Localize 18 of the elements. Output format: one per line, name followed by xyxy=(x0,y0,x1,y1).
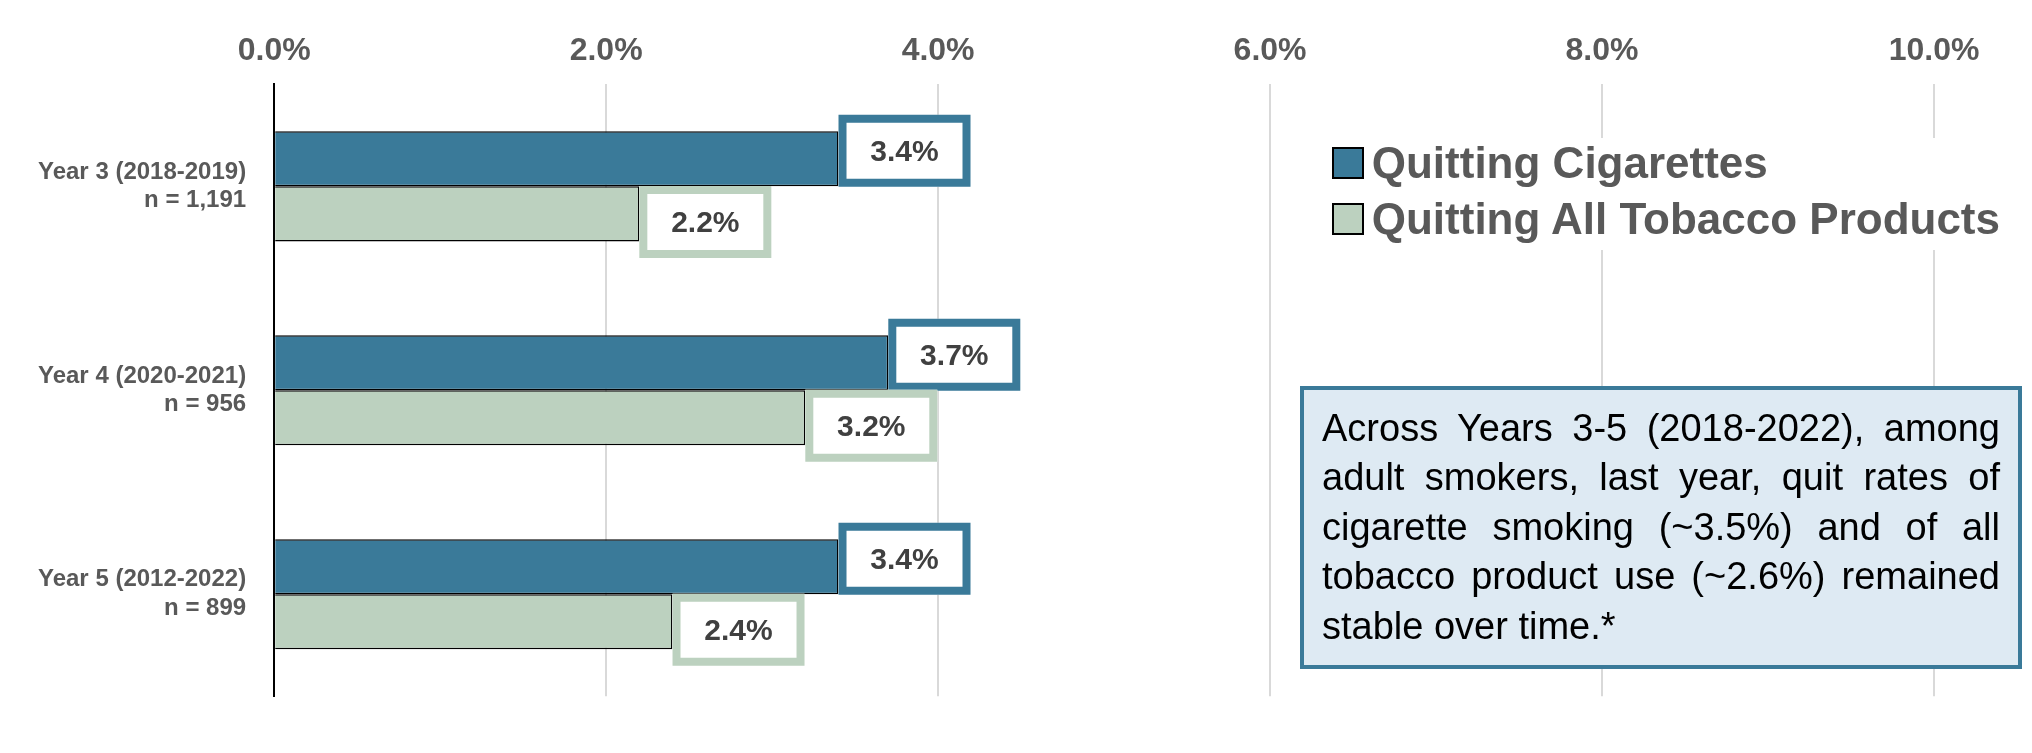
x-tick-label: 10.0% xyxy=(1888,31,1980,68)
data-label: 3.2% xyxy=(837,409,906,443)
legend-label: Quitting Cigarettes xyxy=(1371,138,1768,188)
x-tick-label: 2.0% xyxy=(569,31,643,68)
y-tick-label: Year 3 (2018-2019) n = 1,191 xyxy=(37,156,247,213)
x-tick-label: 8.0% xyxy=(1565,31,1639,68)
x-tick-label: 4.0% xyxy=(901,31,975,68)
data-label: 3.4% xyxy=(870,134,939,168)
y-tick-label: Year 4 (2020-2021) n = 956 xyxy=(37,360,247,417)
y-tick-label: Year 5 (2012-2022) n = 899 xyxy=(37,564,247,621)
data-label: 3.7% xyxy=(920,338,989,372)
data-label: 2.4% xyxy=(704,613,773,647)
x-tick-label: 6.0% xyxy=(1233,31,1307,68)
annotation: Across Years 3-5 (2018-2022), among adult smokers, last year, quit rates of cigarette smoking (~3.5%) and of all tobacco product use (~2.6%) remained stable over time.* xyxy=(1300,386,2022,669)
legend-label: Quitting All Tobacco Products xyxy=(1371,194,2000,244)
data-label: 2.2% xyxy=(671,205,740,239)
data-label: 3.4% xyxy=(870,541,939,575)
x-tick-label: 0.0% xyxy=(237,31,311,68)
